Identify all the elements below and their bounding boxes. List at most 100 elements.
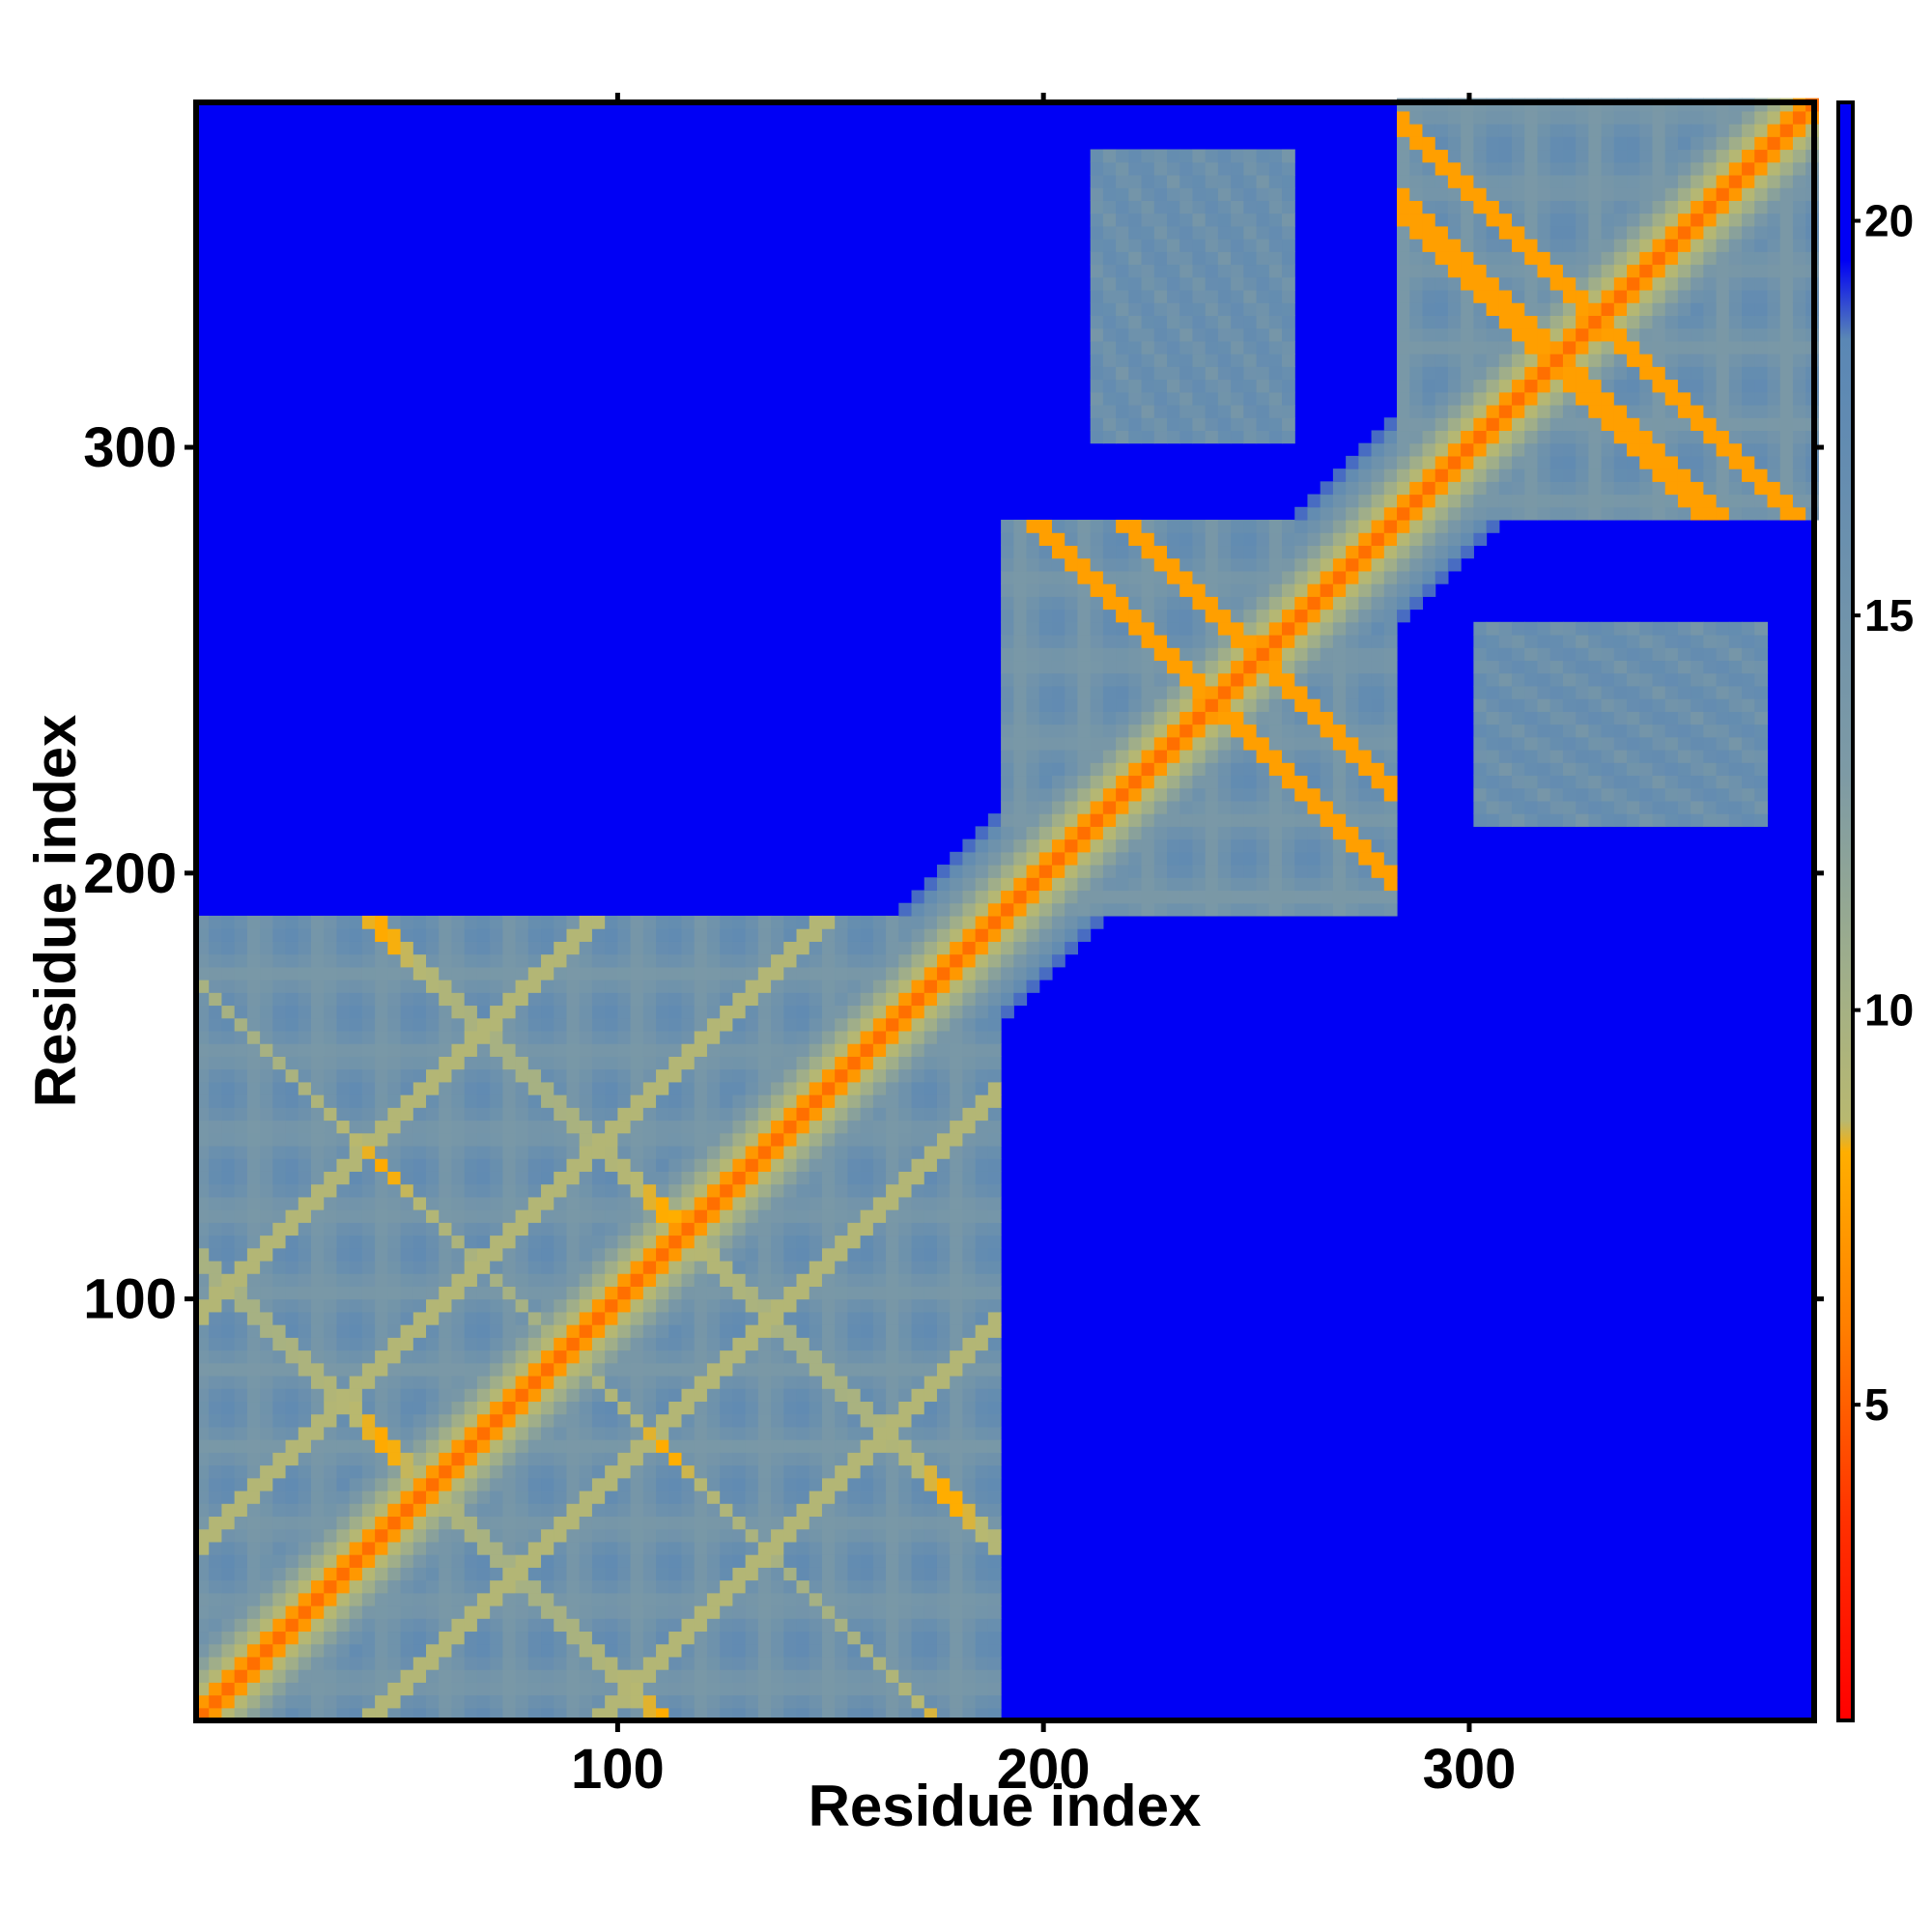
heatmap-cell [821, 1528, 836, 1543]
heatmap-cell [412, 1081, 427, 1095]
heatmap-cell [872, 1503, 887, 1518]
heatmap-cell [975, 838, 989, 853]
heatmap-cell [668, 1439, 683, 1453]
heatmap-cell [426, 1567, 440, 1581]
heatmap-cell [387, 1068, 402, 1083]
heatmap-cell [502, 1030, 517, 1044]
heatmap-cell [757, 1120, 772, 1134]
heatmap-cell [260, 1222, 273, 1236]
heatmap-cell [260, 1337, 273, 1351]
heatmap-cell [694, 1324, 708, 1338]
heatmap-cell [541, 1413, 554, 1428]
heatmap-cell [617, 1350, 632, 1364]
heatmap-cell [911, 1528, 925, 1543]
heatmap-cell [349, 915, 363, 929]
heatmap-cell [706, 1541, 721, 1555]
heatmap-cell [464, 1567, 478, 1581]
heatmap-cell [336, 1056, 351, 1070]
heatmap-cell [720, 1631, 733, 1645]
heatmap-cell [605, 1068, 618, 1083]
heatmap-cell [1231, 545, 1244, 559]
heatmap-cell [566, 1477, 581, 1492]
heatmap-cell [1001, 750, 1014, 763]
heatmap-cell [950, 1426, 963, 1440]
heatmap-cell [975, 1094, 989, 1108]
heatmap-cell [630, 941, 644, 955]
heatmap-cell [579, 1388, 593, 1403]
heatmap-cell [1243, 762, 1258, 777]
heatmap-cell [1102, 826, 1117, 840]
heatmap-cell [1077, 570, 1092, 584]
heatmap-cell [1192, 532, 1207, 547]
heatmap-cell [324, 1273, 338, 1287]
heatmap-cell [860, 1107, 874, 1122]
heatmap-cell [668, 1222, 683, 1236]
heatmap-cell [694, 1477, 708, 1492]
heatmap-cell [872, 915, 887, 929]
heatmap-cell [911, 1350, 925, 1364]
heatmap-cell [554, 1260, 568, 1274]
heatmap-cell [1116, 890, 1129, 904]
heatmap-cell [847, 1439, 862, 1453]
heatmap-cell [962, 1324, 977, 1338]
heatmap-cell [502, 1452, 517, 1466]
heatmap-cell [706, 1132, 721, 1147]
heatmap-cell [1231, 826, 1244, 840]
heatmap-cell [554, 1017, 568, 1032]
heatmap-cell [757, 1694, 772, 1709]
heatmap-cell [923, 941, 938, 955]
heatmap-cell [541, 953, 554, 968]
heatmap-cell [566, 1388, 581, 1403]
heatmap-cell [694, 1579, 708, 1594]
heatmap-cell [1116, 430, 1129, 444]
heatmap-cell [476, 1132, 491, 1147]
heatmap-cell [681, 1068, 696, 1083]
heatmap-cell [950, 1669, 963, 1683]
heatmap-cell [349, 1222, 363, 1236]
heatmap-cell [720, 915, 733, 929]
heatmap-cell [847, 1605, 862, 1619]
heatmap-cell [591, 1030, 606, 1044]
heatmap-cell [1205, 787, 1219, 802]
heatmap-cell [400, 1337, 414, 1351]
heatmap-cell [975, 890, 989, 904]
heatmap-cell [745, 1196, 759, 1210]
heatmap-cell [1077, 928, 1092, 942]
heatmap-cell [809, 1376, 823, 1389]
heatmap-cell [400, 1273, 414, 1287]
heatmap-cell [783, 1183, 798, 1198]
heatmap-cell [1065, 724, 1078, 738]
heatmap-cell [872, 1183, 887, 1198]
heatmap-cell [1026, 953, 1040, 968]
heatmap-cell [1141, 327, 1155, 342]
heatmap-cell [579, 1605, 593, 1619]
heatmap-cell [541, 1209, 554, 1223]
heatmap-cell [642, 1030, 657, 1044]
heatmap-cell [246, 1452, 261, 1466]
heatmap-cell [911, 1132, 925, 1147]
heatmap-cell [349, 1107, 363, 1122]
heatmap-cell [196, 1618, 210, 1633]
heatmap-cell [566, 1631, 581, 1645]
heatmap-cell [668, 1682, 683, 1696]
heatmap-cell [1217, 762, 1232, 777]
heatmap-cell [771, 1260, 784, 1274]
heatmap-cell [515, 1286, 529, 1300]
heatmap-cell [476, 1273, 491, 1287]
heatmap-cell [285, 1426, 299, 1440]
heatmap-cell [336, 1120, 351, 1134]
heatmap-cell [515, 1107, 529, 1122]
heatmap-cell [936, 1337, 951, 1351]
heatmap-cell [605, 1503, 618, 1518]
heatmap-cell [950, 980, 963, 993]
heatmap-cell [1090, 545, 1104, 559]
heatmap-cell [1141, 596, 1155, 611]
heatmap-cell [975, 1477, 989, 1492]
heatmap-cell [464, 1605, 478, 1619]
heatmap-cell [1192, 379, 1207, 393]
heatmap-cell [1243, 366, 1258, 381]
heatmap-cell [872, 966, 887, 980]
heatmap-cell [221, 1376, 236, 1389]
heatmap-cell [1013, 621, 1028, 636]
heatmap-cell [541, 1464, 554, 1479]
